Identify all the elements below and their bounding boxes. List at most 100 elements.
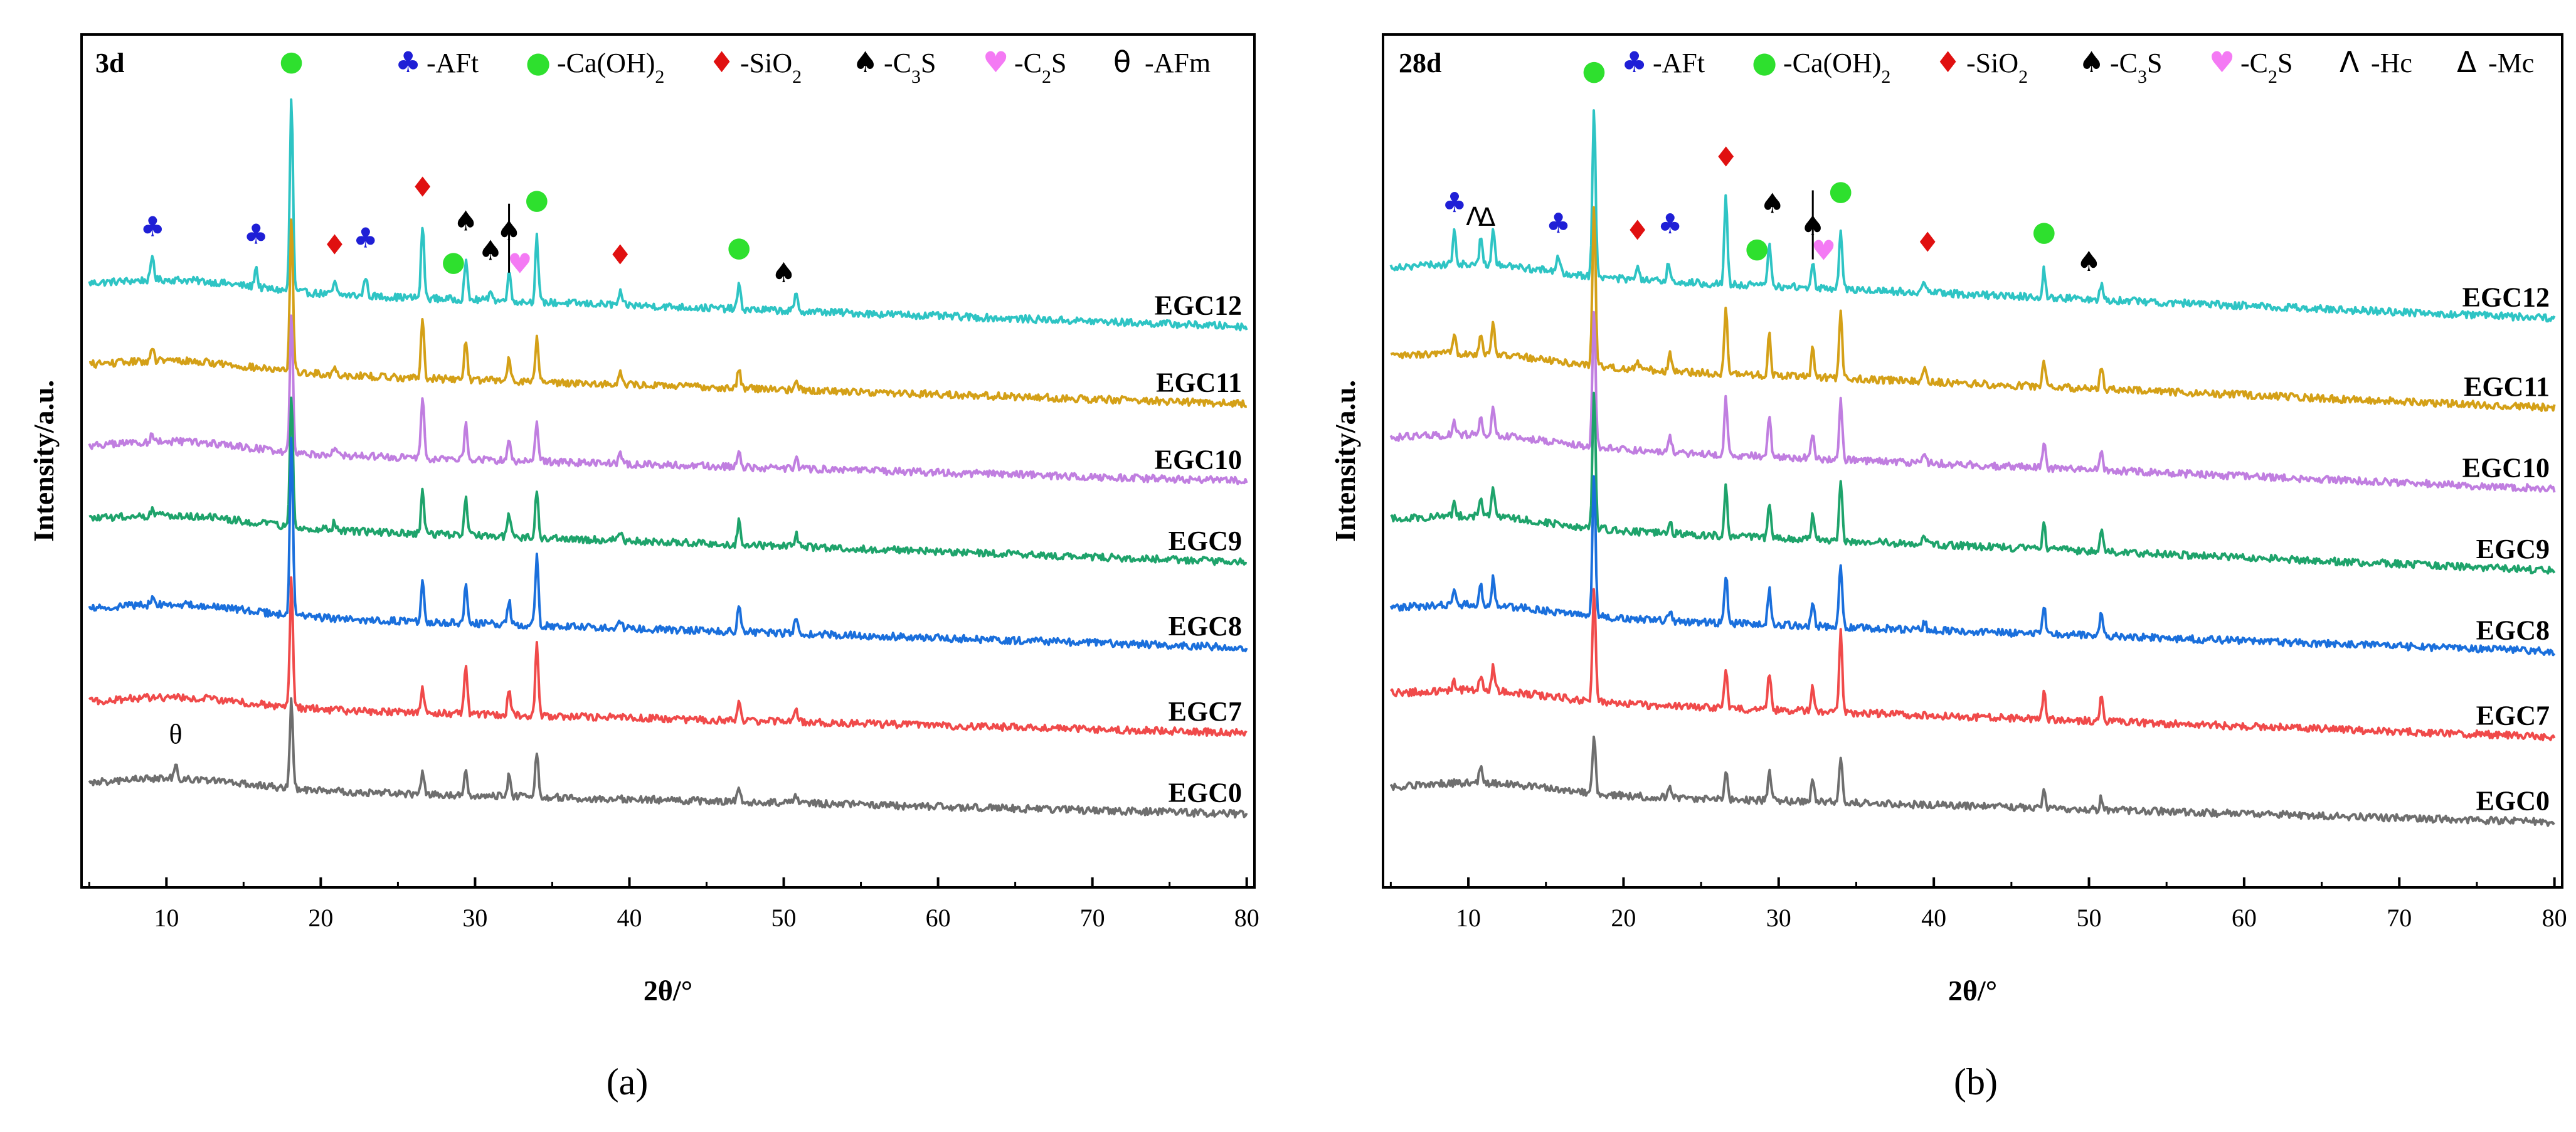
legend-symbol-icon: ♣ bbox=[395, 45, 421, 79]
peak-marker-icon: ♠ bbox=[1760, 188, 1784, 220]
y-axis-title: Intensity/a.u. bbox=[28, 380, 60, 542]
legend-label: -C3S bbox=[884, 48, 936, 87]
series-line-egc10 bbox=[1389, 310, 2556, 493]
legend-label: -AFt bbox=[1653, 48, 1705, 78]
peak-marker-icon: Λ bbox=[1466, 203, 1483, 231]
peak-marker-icon: ♣ bbox=[243, 218, 268, 250]
series-label: EGC7 bbox=[2476, 700, 2550, 731]
y-axis-title: Intensity/a.u. bbox=[1329, 380, 1361, 542]
peak-marker-icon: ♥ bbox=[507, 248, 532, 280]
series-line-egc7 bbox=[88, 576, 1248, 738]
peak-marker-icon: ♦ bbox=[1916, 227, 1940, 259]
legend-label: -C3S bbox=[2110, 48, 2162, 87]
legend-label: -Hc bbox=[2371, 48, 2412, 78]
peak-marker-icon: ♠ bbox=[2077, 246, 2101, 278]
legend-label: -SiO2 bbox=[1966, 48, 2028, 87]
plot-frame bbox=[1382, 33, 2563, 889]
legend-label: -C2S bbox=[2240, 48, 2292, 87]
legend-label: -Ca(OH)2 bbox=[557, 48, 664, 87]
peak-marker-icon: ♦ bbox=[410, 171, 435, 203]
series-label: EGC7 bbox=[1169, 696, 1242, 727]
peak-marker-icon: ● bbox=[279, 45, 303, 77]
peak-marker-icon: ● bbox=[525, 184, 549, 216]
peak-marker-icon: ● bbox=[1745, 232, 1769, 264]
peak-marker-icon: ♦ bbox=[608, 240, 632, 272]
x-tick-label: 20 bbox=[308, 904, 333, 932]
x-axis-title: 2θ/° bbox=[644, 975, 692, 1007]
plot-frame bbox=[80, 33, 1256, 889]
peak-marker-icon: Δ bbox=[1478, 203, 1496, 232]
series-line-egc0 bbox=[88, 697, 1248, 819]
series-label: EGC0 bbox=[2476, 785, 2550, 816]
peak-marker-icon: ● bbox=[1829, 174, 1853, 206]
x-tick-label: 80 bbox=[2542, 904, 2567, 932]
peak-marker-icon: ♥ bbox=[1811, 235, 1836, 267]
peak-marker-icon: ♦ bbox=[1625, 215, 1650, 247]
x-tick-label: 60 bbox=[926, 904, 951, 932]
series-line-egc9 bbox=[1390, 391, 2556, 575]
series-line-egc8 bbox=[1389, 475, 2556, 657]
x-tick-label: 30 bbox=[1766, 904, 1791, 932]
peak-marker-icon: ♦ bbox=[322, 230, 347, 262]
series-line-egc11 bbox=[88, 218, 1248, 409]
series-label: EGC0 bbox=[1169, 777, 1242, 808]
series-label: EGC9 bbox=[2476, 534, 2550, 564]
x-tick-label: 60 bbox=[2232, 904, 2257, 932]
legend-symbol-icon: ♠ bbox=[2079, 45, 2104, 79]
legend-symbol-icon: θ bbox=[1113, 45, 1131, 79]
peak-marker-icon: ● bbox=[2032, 216, 2056, 248]
series-line-egc0 bbox=[1389, 735, 2555, 827]
x-tick-label: 40 bbox=[1921, 904, 1946, 932]
legend-label: -C2S bbox=[1014, 48, 1066, 87]
legend-symbol-icon: ♦ bbox=[709, 45, 734, 79]
series-label: EGC9 bbox=[1169, 526, 1242, 556]
legend-label: -Ca(OH)2 bbox=[1783, 48, 1890, 87]
x-axis-title: 2θ/° bbox=[1948, 975, 1997, 1007]
legend-symbol-icon: Δ bbox=[2457, 45, 2477, 79]
peak-marker-icon: ♣ bbox=[140, 211, 164, 243]
series-line-egc9 bbox=[88, 396, 1248, 566]
series-line-egc7 bbox=[1389, 588, 2556, 741]
series-label: EGC12 bbox=[2462, 282, 2550, 312]
peak-marker-icon: ♣ bbox=[1442, 187, 1466, 219]
peak-marker-icon: ♠ bbox=[453, 206, 478, 238]
series-line-egc10 bbox=[88, 314, 1248, 485]
legend-label: -AFm bbox=[1145, 48, 1211, 78]
peak-marker-icon: ● bbox=[442, 246, 465, 278]
x-tick-label: 20 bbox=[1611, 904, 1636, 932]
legend-label: -AFt bbox=[427, 48, 479, 78]
series-line-egc12 bbox=[1389, 109, 2556, 323]
legend-label: -Mc bbox=[2488, 48, 2534, 78]
x-tick-label: 50 bbox=[2077, 904, 2102, 932]
legend-symbol-icon: ♥ bbox=[2209, 45, 2235, 79]
panel-title: 3d bbox=[95, 48, 124, 78]
series-label: EGC8 bbox=[2476, 615, 2550, 645]
x-tick-label: 10 bbox=[1456, 904, 1481, 932]
peak-marker-icon: ♣ bbox=[1658, 208, 1682, 240]
peak-marker-icon: ♠ bbox=[771, 257, 796, 289]
legend-symbol-icon: ● bbox=[526, 45, 551, 79]
legend-symbol-icon: ♠ bbox=[852, 45, 878, 79]
peak-marker-theta: θ bbox=[169, 719, 183, 749]
x-tick-label: 70 bbox=[1080, 904, 1105, 932]
series-line-egc8 bbox=[88, 436, 1248, 653]
peak-marker-icon: ● bbox=[727, 231, 751, 263]
x-tick-label: 10 bbox=[154, 904, 179, 932]
peak-marker-icon: ♦ bbox=[1714, 141, 1738, 173]
series-label: EGC10 bbox=[2462, 452, 2550, 483]
series-line-egc11 bbox=[1390, 206, 2556, 412]
subfigure-caption: (a) bbox=[607, 1061, 649, 1103]
legend-symbol-icon: ♣ bbox=[1621, 45, 1647, 79]
legend-symbol-icon: ● bbox=[1752, 45, 1777, 79]
peak-marker-icon: ♠ bbox=[478, 235, 502, 267]
x-tick-label: 30 bbox=[462, 904, 487, 932]
legend-symbol-icon: ♥ bbox=[983, 45, 1009, 79]
peak-marker-icon: ♣ bbox=[1546, 208, 1571, 240]
panel-title: 28d bbox=[1399, 48, 1441, 78]
legend-symbol-icon: ♦ bbox=[1935, 45, 1961, 79]
series-line-egc12 bbox=[88, 98, 1248, 332]
subfigure-caption: (b) bbox=[1954, 1061, 1998, 1103]
